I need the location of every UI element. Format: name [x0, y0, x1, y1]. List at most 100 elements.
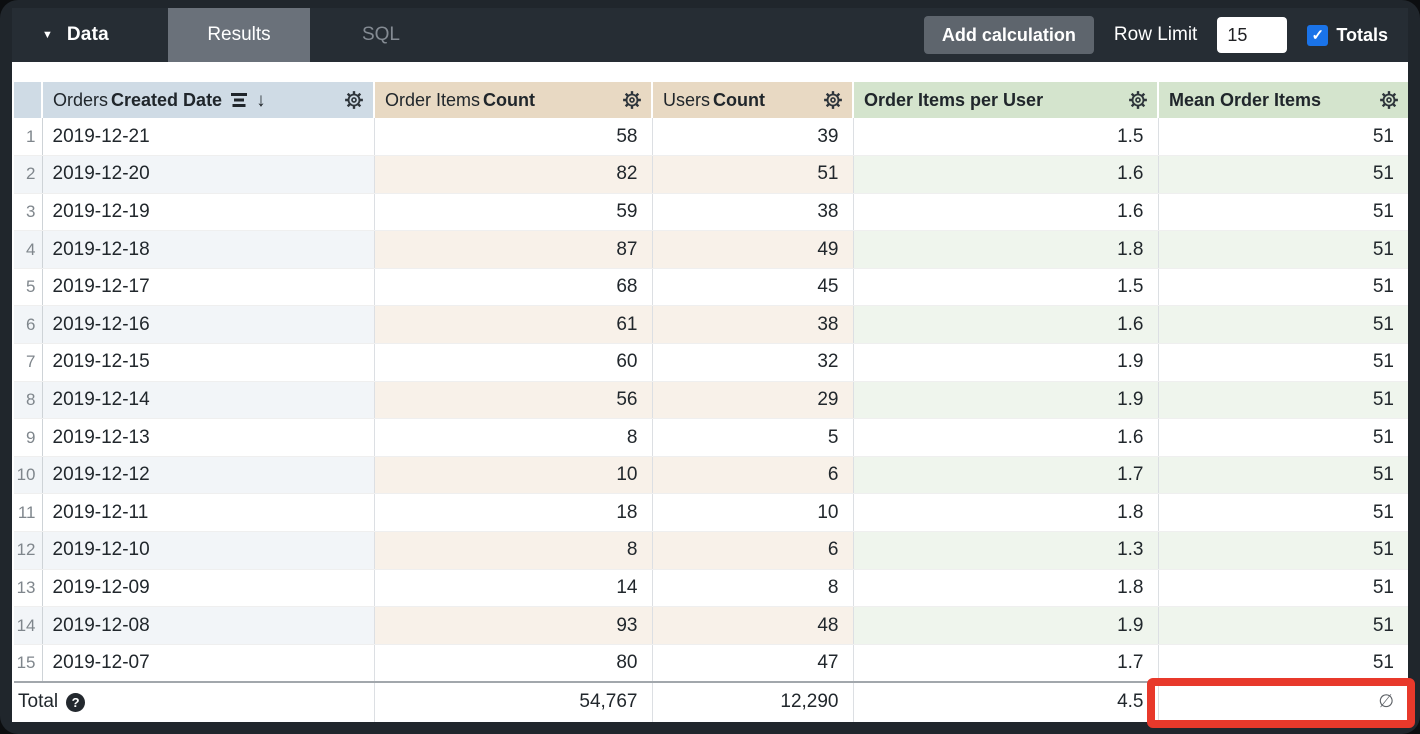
column-header-order-items-per-user[interactable]: Order Items per User — [853, 82, 1159, 118]
cell-mean-order-items[interactable]: 51 — [1158, 569, 1408, 608]
cell-mean-order-items[interactable]: 51 — [1158, 493, 1408, 533]
cell-orders-created-date[interactable]: 2019-12-17 — [42, 268, 375, 307]
cell-users-count[interactable]: 29 — [652, 381, 854, 420]
cell-order-items-per-user[interactable]: 1.8 — [853, 230, 1159, 269]
cell-order-items-count[interactable]: 58 — [374, 118, 653, 157]
cell-mean-order-items[interactable]: 51 — [1158, 118, 1408, 157]
cell-order-items-per-user[interactable]: 1.5 — [853, 268, 1159, 307]
cell-order-items-count[interactable]: 60 — [374, 343, 653, 382]
add-calculation-button[interactable]: Add calculation — [923, 16, 1094, 54]
totals-toggle[interactable]: ✓ Totals — [1307, 24, 1388, 46]
column-header-users-count[interactable]: Users Count — [652, 82, 854, 118]
cell-order-items-count[interactable]: 82 — [374, 155, 653, 194]
cell-users-count[interactable]: 10 — [652, 493, 854, 533]
cell-mean-order-items[interactable]: 51 — [1158, 193, 1408, 232]
column-header-order-items-count[interactable]: Order Items Count — [374, 82, 653, 118]
cell-orders-created-date[interactable]: 2019-12-08 — [42, 606, 375, 645]
sort-descending-icon[interactable]: ↓ — [256, 89, 266, 111]
cell-mean-order-items[interactable]: 51 — [1158, 644, 1408, 683]
cell-order-items-count[interactable]: 10 — [374, 456, 653, 495]
cell-order-items-per-user[interactable]: 1.6 — [853, 193, 1159, 232]
cell-mean-order-items[interactable]: 51 — [1158, 456, 1408, 495]
cell-users-count[interactable]: 49 — [652, 230, 854, 269]
cell-order-items-count[interactable]: 56 — [374, 381, 653, 420]
cell-orders-created-date[interactable]: 2019-12-10 — [42, 531, 375, 570]
gear-icon[interactable] — [1378, 89, 1400, 111]
cell-order-items-per-user[interactable]: 1.7 — [853, 644, 1159, 683]
cell-users-count[interactable]: 32 — [652, 343, 854, 382]
cell-orders-created-date[interactable]: 2019-12-21 — [42, 118, 375, 157]
column-header-orders-created-date[interactable]: Orders Created Date ↓ — [42, 82, 375, 118]
cell-order-items-count[interactable]: 87 — [374, 230, 653, 269]
cell-order-items-per-user[interactable]: 1.9 — [853, 381, 1159, 420]
cell-mean-order-items[interactable]: 51 — [1158, 606, 1408, 645]
gear-icon[interactable] — [343, 89, 365, 111]
tab-sql[interactable]: SQL — [361, 24, 401, 45]
cell-users-count[interactable]: 48 — [652, 606, 854, 645]
cell-order-items-per-user[interactable]: 1.9 — [853, 606, 1159, 645]
cell-users-count[interactable]: 5 — [652, 418, 854, 457]
table-row: 11 2019-12-11 18 10 1.8 51 — [14, 493, 1408, 533]
cell-users-count[interactable]: 38 — [652, 305, 854, 345]
cell-order-items-count[interactable]: 68 — [374, 268, 653, 307]
cell-mean-order-items[interactable]: 51 — [1158, 230, 1408, 269]
data-section-toggle[interactable]: ▼ Data — [12, 8, 168, 62]
cell-order-items-per-user[interactable]: 1.7 — [853, 456, 1159, 495]
cell-users-count[interactable]: 39 — [652, 118, 854, 157]
table-body: 1 2019-12-21 58 39 1.5 51 2 2019-12-20 8… — [14, 118, 1408, 683]
cell-order-items-count[interactable]: 8 — [374, 531, 653, 570]
cell-mean-order-items[interactable]: 51 — [1158, 305, 1408, 345]
total-users-count[interactable]: 12,290 — [652, 680, 854, 722]
cell-order-items-count[interactable]: 93 — [374, 606, 653, 645]
cell-users-count[interactable]: 8 — [652, 569, 854, 608]
cell-orders-created-date[interactable]: 2019-12-20 — [42, 155, 375, 194]
cell-orders-created-date[interactable]: 2019-12-13 — [42, 418, 375, 457]
help-icon[interactable]: ? — [66, 692, 86, 712]
cell-orders-created-date[interactable]: 2019-12-16 — [42, 305, 375, 345]
column-header-mean-order-items[interactable]: Mean Order Items — [1158, 82, 1408, 118]
cell-orders-created-date[interactable]: 2019-12-14 — [42, 381, 375, 420]
cell-orders-created-date[interactable]: 2019-12-09 — [42, 569, 375, 608]
gear-icon[interactable] — [621, 89, 643, 111]
cell-order-items-per-user[interactable]: 1.5 — [853, 118, 1159, 157]
cell-order-items-count[interactable]: 80 — [374, 644, 653, 683]
cell-order-items-count[interactable]: 8 — [374, 418, 653, 457]
cell-users-count[interactable]: 51 — [652, 155, 854, 194]
cell-mean-order-items[interactable]: 51 — [1158, 418, 1408, 457]
cell-orders-created-date[interactable]: 2019-12-18 — [42, 230, 375, 269]
cell-order-items-count[interactable]: 14 — [374, 569, 653, 608]
cell-order-items-per-user[interactable]: 1.6 — [853, 418, 1159, 457]
gear-icon[interactable] — [822, 89, 844, 111]
cell-orders-created-date[interactable]: 2019-12-12 — [42, 456, 375, 495]
cell-orders-created-date[interactable]: 2019-12-15 — [42, 343, 375, 382]
tab-results[interactable]: Results — [168, 8, 310, 62]
cell-order-items-count[interactable]: 59 — [374, 193, 653, 232]
cell-order-items-per-user[interactable]: 1.8 — [853, 493, 1159, 533]
gear-icon[interactable] — [1127, 89, 1149, 111]
cell-users-count[interactable]: 6 — [652, 531, 854, 570]
cell-mean-order-items[interactable]: 51 — [1158, 343, 1408, 382]
cell-order-items-per-user[interactable]: 1.3 — [853, 531, 1159, 570]
cell-mean-order-items[interactable]: 51 — [1158, 381, 1408, 420]
cell-mean-order-items[interactable]: 51 — [1158, 155, 1408, 194]
cell-order-items-per-user[interactable]: 1.9 — [853, 343, 1159, 382]
cell-order-items-per-user[interactable]: 1.6 — [853, 305, 1159, 345]
cell-order-items-count[interactable]: 18 — [374, 493, 653, 533]
cell-users-count[interactable]: 6 — [652, 456, 854, 495]
cell-users-count[interactable]: 38 — [652, 193, 854, 232]
total-order-items-per-user[interactable]: 4.5 — [853, 680, 1159, 722]
cell-users-count[interactable]: 47 — [652, 644, 854, 683]
cell-order-items-per-user[interactable]: 1.8 — [853, 569, 1159, 608]
cell-users-count[interactable]: 45 — [652, 268, 854, 307]
cell-mean-order-items[interactable]: 51 — [1158, 531, 1408, 570]
cell-orders-created-date[interactable]: 2019-12-11 — [42, 493, 375, 533]
cell-orders-created-date[interactable]: 2019-12-07 — [42, 644, 375, 683]
cell-order-items-per-user[interactable]: 1.6 — [853, 155, 1159, 194]
cell-order-items-count[interactable]: 61 — [374, 305, 653, 345]
cell-orders-created-date[interactable]: 2019-12-19 — [42, 193, 375, 232]
row-limit-input[interactable] — [1217, 17, 1288, 53]
total-order-items-count[interactable]: 54,767 — [374, 680, 653, 722]
totals-checkbox[interactable]: ✓ — [1307, 24, 1329, 46]
total-mean-order-items[interactable]: ∅ — [1158, 680, 1408, 722]
cell-mean-order-items[interactable]: 51 — [1158, 268, 1408, 307]
